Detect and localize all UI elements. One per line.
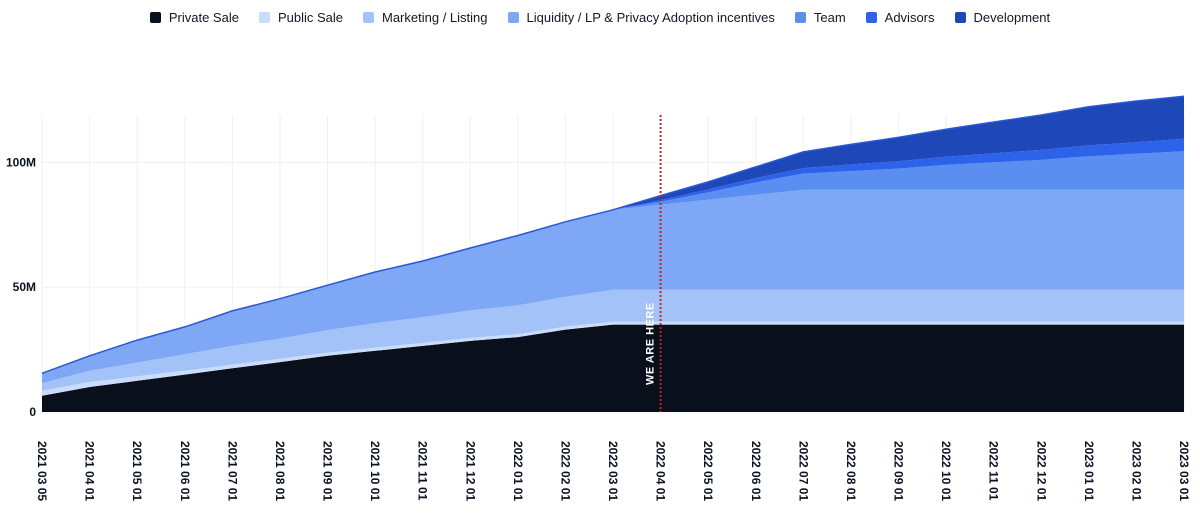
legend-swatch (507, 12, 519, 23)
x-tick-label: 2022 12 01 (1034, 441, 1048, 501)
legend-label: Private Sale (168, 10, 239, 25)
x-tick-label: 2021 05 01 (130, 441, 144, 501)
x-tick-label: 2021 06 01 (178, 441, 192, 501)
y-tick-label: 0 (29, 405, 36, 419)
x-tick-label: 2021 09 01 (321, 441, 335, 501)
legend-label: Team (813, 10, 846, 25)
x-tick-label: 2022 01 01 (511, 441, 525, 501)
legend-item-6: Development (954, 10, 1051, 25)
legend-swatch (954, 12, 966, 23)
x-tick-label: 2021 10 01 (368, 441, 382, 501)
x-tick-label: 2022 05 01 (701, 441, 715, 501)
area-series-0 (42, 324, 1184, 412)
y-tick-label: 50M (13, 280, 36, 294)
x-tick-label: 2022 02 01 (558, 441, 572, 501)
x-tick-label: 2021 11 01 (416, 441, 430, 501)
x-tick-label: 2023 03 01 (1177, 441, 1191, 501)
legend-item-3: Liquidity / LP & Privacy Adoption incent… (507, 10, 775, 25)
x-tick-label: 2022 09 01 (892, 441, 906, 501)
legend-item-1: Public Sale (258, 10, 343, 25)
legend-swatch (363, 12, 374, 23)
x-tick-label: 2022 06 01 (749, 441, 763, 501)
legend-swatch (149, 12, 161, 23)
x-tick-label: 2021 07 01 (225, 441, 239, 501)
y-tick-label: 100M (6, 155, 36, 169)
legend-swatch (794, 12, 806, 23)
x-tick-label: 2022 03 01 (606, 441, 620, 501)
legend-label: Development (973, 10, 1051, 25)
x-tick-label: 2023 01 01 (1082, 441, 1096, 501)
x-tick-label: 2023 02 01 (1129, 441, 1143, 501)
x-tick-label: 2022 10 01 (939, 441, 953, 501)
x-tick-label: 2022 11 01 (987, 441, 1001, 501)
marker-label: WE ARE HERE (645, 302, 657, 385)
chart-legend: Private Sale Public Sale Marketing / Listi… (0, 10, 1200, 25)
legend-label: Advisors (884, 10, 935, 25)
area-series-group (41, 95, 1185, 412)
x-tick-label: 2022 04 01 (654, 441, 668, 501)
area-series-4 (42, 151, 1184, 374)
x-tick-label: 2021 04 01 (83, 441, 97, 501)
x-tick-label: 2021 12 01 (463, 441, 477, 501)
area-series-2 (42, 289, 1184, 391)
we-are-here-marker: WE ARE HERE (645, 115, 662, 412)
legend-item-0: Private Sale (149, 10, 239, 25)
legend-item-5: Advisors (865, 10, 935, 25)
legend-item-4: Team (794, 10, 846, 25)
legend-label: Marketing / Listing (382, 10, 488, 25)
legend-item-2: Marketing / Listing (363, 10, 488, 25)
legend-label: Public Sale (277, 10, 343, 25)
area-series-6 (42, 96, 1184, 374)
legend-label: Liquidity / LP & Privacy Adoption incent… (526, 10, 775, 25)
area-series-3 (42, 189, 1184, 384)
x-tick-label: 2021 03 05 (35, 441, 49, 501)
legend-swatch (865, 12, 877, 23)
legend-swatch (258, 12, 270, 23)
x-tick-label: 2022 07 01 (796, 441, 810, 501)
x-tick-label: 2022 08 01 (844, 441, 858, 501)
x-tick-label: 2021 08 01 (273, 441, 287, 501)
total-outline (41, 95, 1185, 375)
axis-ticks: 0 50M 100M 2021 03 05 2021 04 01 2021 05 01 20… (6, 155, 1191, 501)
